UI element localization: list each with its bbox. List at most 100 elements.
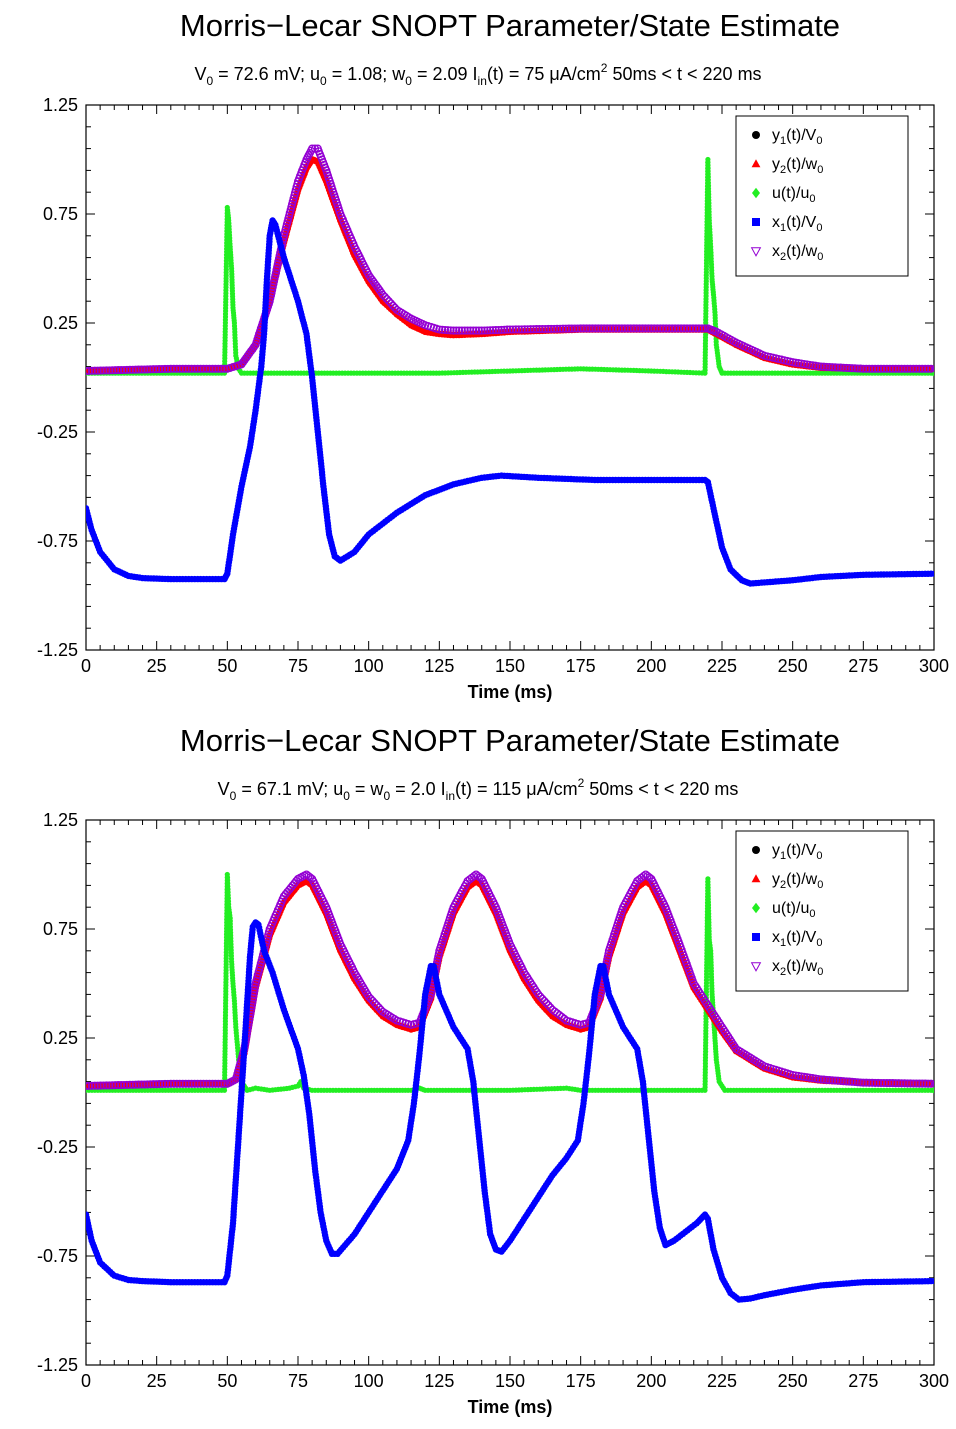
- legend-text-part: x: [772, 929, 780, 946]
- subtitle-part: = 2.0 I: [390, 779, 446, 799]
- legend-subscript: 0: [817, 164, 823, 176]
- legend-subscript: 0: [809, 908, 815, 920]
- x-tick-label: 100: [354, 1371, 384, 1391]
- legend-text-part: y: [772, 127, 780, 144]
- x-tick-label: 175: [566, 656, 596, 676]
- legend-text-part: (t)/V: [786, 127, 817, 144]
- legend-text-part: (t)/w: [786, 243, 818, 260]
- legend-text-part: y: [772, 156, 780, 173]
- y-tick-label: -0.75: [37, 1246, 78, 1266]
- chart-title: Morris−Lecar SNOPT Parameter/State Estim…: [180, 723, 840, 758]
- chart-subtitle: V0 = 67.1 mV; u0 = w0 = 2.0 Iin(t) = 115…: [218, 776, 739, 803]
- legend-text-part: (t)/V: [786, 929, 817, 946]
- legend-subscript: 0: [817, 879, 823, 891]
- y-tick-label: -0.25: [37, 422, 78, 442]
- subtitle-part: = 67.1 mV; u: [236, 779, 343, 799]
- subtitle-part: V: [194, 64, 206, 84]
- y-tick-label: 1.25: [43, 810, 78, 830]
- legend-subscript: 0: [816, 135, 822, 147]
- y-tick-label: 0.25: [43, 1028, 78, 1048]
- y-tick-label: 1.25: [43, 95, 78, 115]
- legend-marker: [752, 218, 760, 226]
- subtitle-subscript: in: [478, 74, 487, 88]
- x-tick-label: 225: [707, 1371, 737, 1391]
- subtitle-part: = 72.6 mV; u: [213, 64, 320, 84]
- chart-subtitle: V0 = 72.6 mV; u0 = 1.08; w0 = 2.09 Iin(t…: [194, 61, 761, 88]
- chart-svg-top: Morris−Lecar SNOPT Parameter/State Estim…: [0, 0, 956, 714]
- legend: y1(t)/V0y2(t)/w0u(t)/u0x1(t)/V0x2(t)/w0: [736, 116, 908, 276]
- x-tick-label: 275: [848, 1371, 878, 1391]
- subtitle-part: 50ms < t < 220 ms: [607, 64, 761, 84]
- subtitle-part: = 2.09 I: [412, 64, 478, 84]
- x-tick-label: 200: [636, 656, 666, 676]
- x-tick-label: 25: [147, 1371, 167, 1391]
- marker-u: [931, 1087, 937, 1093]
- y-tick-label: -1.25: [37, 1355, 78, 1375]
- chart-panel-bottom: Morris−Lecar SNOPT Parameter/State Estim…: [0, 715, 956, 1429]
- x-tick-label: 275: [848, 656, 878, 676]
- x-tick-label: 250: [778, 1371, 808, 1391]
- legend-subscript: 0: [816, 937, 822, 949]
- x-axis-label: Time (ms): [468, 682, 553, 702]
- y-tick-label: 0.25: [43, 313, 78, 333]
- marker-x1: [931, 1278, 937, 1284]
- x-tick-label: 50: [217, 1371, 237, 1391]
- x-tick-label: 100: [354, 656, 384, 676]
- legend-text-part: (t)/V: [786, 214, 817, 231]
- x-tick-label: 175: [566, 1371, 596, 1391]
- x-tick-label: 150: [495, 1371, 525, 1391]
- y-tick-label: -0.75: [37, 531, 78, 551]
- x-tick-label: 125: [424, 1371, 454, 1391]
- legend-text-part: (t)/w: [786, 958, 818, 975]
- x-tick-label: 200: [636, 1371, 666, 1391]
- legend-text-part: x: [772, 958, 780, 975]
- x-tick-label: 300: [919, 656, 949, 676]
- chart-svg-bottom: Morris−Lecar SNOPT Parameter/State Estim…: [0, 715, 956, 1429]
- chart-panel-top: Morris−Lecar SNOPT Parameter/State Estim…: [0, 0, 956, 714]
- legend-text-part: u(t)/u: [772, 900, 809, 917]
- legend-text-part: y: [772, 842, 780, 859]
- y-tick-label: -1.25: [37, 640, 78, 660]
- x-tick-label: 50: [217, 656, 237, 676]
- x-tick-label: 75: [288, 1371, 308, 1391]
- y-tick-label: 0.75: [43, 919, 78, 939]
- x-tick-label: 25: [147, 656, 167, 676]
- legend-subscript: 0: [816, 222, 822, 234]
- marker-x2: [931, 366, 937, 372]
- marker-x2: [931, 1081, 937, 1087]
- subtitle-part: (t) = 75 μA/cm: [487, 64, 601, 84]
- legend-text-part: y: [772, 871, 780, 888]
- subtitle-part: = w: [350, 779, 385, 799]
- legend-subscript: 0: [817, 251, 823, 263]
- subtitle-part: V: [218, 779, 230, 799]
- subtitle-part: 50ms < t < 220 ms: [584, 779, 738, 799]
- subtitle-part: = 1.08; w: [327, 64, 407, 84]
- x-tick-label: 0: [81, 656, 91, 676]
- subtitle-subscript: in: [446, 789, 455, 803]
- x-tick-label: 125: [424, 656, 454, 676]
- legend-text-part: (t)/w: [786, 156, 818, 173]
- legend-marker: [752, 846, 760, 854]
- marker-x1: [931, 571, 937, 577]
- chart-title: Morris−Lecar SNOPT Parameter/State Estim…: [180, 8, 840, 43]
- legend-text-part: (t)/w: [786, 871, 818, 888]
- x-tick-label: 225: [707, 656, 737, 676]
- x-tick-label: 250: [778, 656, 808, 676]
- legend-subscript: 0: [809, 193, 815, 205]
- y-tick-label: -0.25: [37, 1137, 78, 1157]
- legend-text-part: x: [772, 214, 780, 231]
- legend-subscript: 0: [817, 966, 823, 978]
- x-tick-label: 0: [81, 1371, 91, 1391]
- legend-marker: [752, 933, 760, 941]
- x-tick-label: 300: [919, 1371, 949, 1391]
- legend-text-part: (t)/V: [786, 842, 817, 859]
- legend-text-part: u(t)/u: [772, 185, 809, 202]
- legend-marker: [752, 131, 760, 139]
- x-axis-label: Time (ms): [468, 1397, 553, 1417]
- y-tick-label: 0.75: [43, 204, 78, 224]
- legend-text-part: x: [772, 243, 780, 260]
- x-tick-label: 75: [288, 656, 308, 676]
- legend-subscript: 0: [816, 850, 822, 862]
- x-tick-label: 150: [495, 656, 525, 676]
